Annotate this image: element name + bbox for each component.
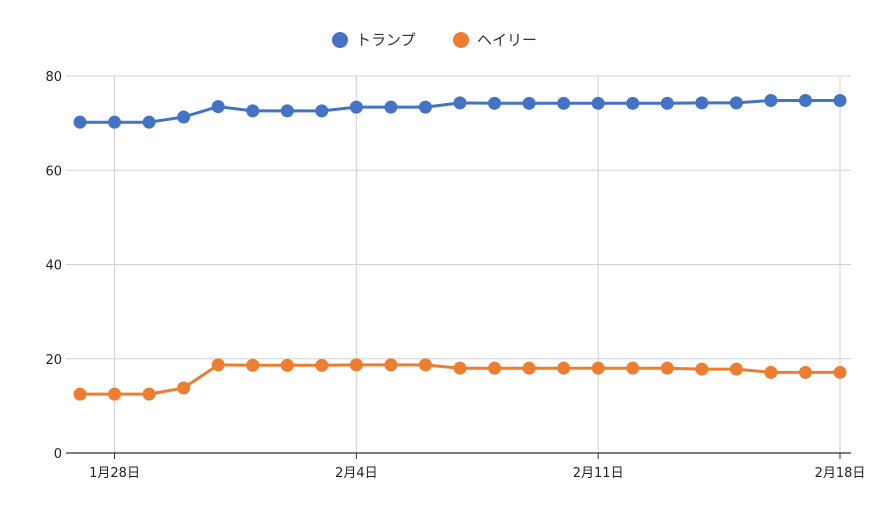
data-point [833, 94, 847, 108]
data-point [626, 96, 640, 110]
data-point [315, 104, 329, 118]
data-point [798, 365, 812, 379]
x-tick-label: 1月28日 [89, 466, 140, 481]
data-point [522, 96, 536, 110]
data-point [591, 96, 605, 110]
data-point [246, 104, 260, 118]
data-point [73, 115, 87, 129]
data-point [488, 96, 502, 110]
data-point [557, 361, 571, 375]
data-point [108, 387, 122, 401]
x-tick-label: 2月4日 [335, 466, 378, 481]
data-point [418, 358, 432, 372]
data-point [349, 358, 363, 372]
series-layer [73, 94, 847, 401]
data-point [453, 96, 467, 110]
data-point [280, 104, 294, 118]
y-tick-label: 40 [45, 259, 62, 274]
data-point [833, 365, 847, 379]
data-point [557, 96, 571, 110]
y-tick-label: 80 [45, 70, 62, 85]
legend-swatch-2 [453, 32, 469, 48]
data-point [453, 361, 467, 375]
y-tick-label: 60 [45, 164, 62, 179]
legend: トランプ ヘイリー [332, 31, 537, 49]
data-point [211, 100, 225, 114]
grid [66, 75, 851, 453]
data-point [522, 361, 536, 375]
data-point [695, 362, 709, 376]
data-point [108, 115, 122, 129]
data-point [177, 110, 191, 124]
data-point [177, 381, 191, 395]
legend-label-1: トランプ [356, 31, 416, 49]
legend-swatch-1 [332, 32, 348, 48]
data-point [246, 358, 260, 372]
x-tick-label: 2月11日 [573, 466, 624, 481]
y-tick-label: 20 [45, 353, 62, 368]
legend-label-2: ヘイリー [477, 31, 537, 49]
y-axis: 0 20 40 60 80 [45, 70, 62, 462]
x-tick-label: 2月18日 [815, 466, 866, 481]
data-point [73, 387, 87, 401]
data-point [591, 361, 605, 375]
data-point [211, 358, 225, 372]
data-point [142, 387, 156, 401]
data-point [384, 358, 398, 372]
data-point [315, 358, 329, 372]
y-tick-label: 0 [54, 447, 62, 462]
data-point [729, 362, 743, 376]
data-point [142, 115, 156, 129]
data-point [418, 100, 432, 114]
x-axis: 1月28日 2月4日 2月11日 2月18日 [66, 452, 866, 481]
data-point [660, 361, 674, 375]
data-point [660, 96, 674, 110]
data-point [764, 365, 778, 379]
data-point [349, 100, 363, 114]
data-point [488, 361, 502, 375]
data-point [798, 94, 812, 108]
data-point [384, 100, 398, 114]
data-point [626, 361, 640, 375]
data-point [695, 96, 709, 110]
data-point [729, 96, 743, 110]
data-point [764, 94, 778, 108]
data-point [280, 358, 294, 372]
